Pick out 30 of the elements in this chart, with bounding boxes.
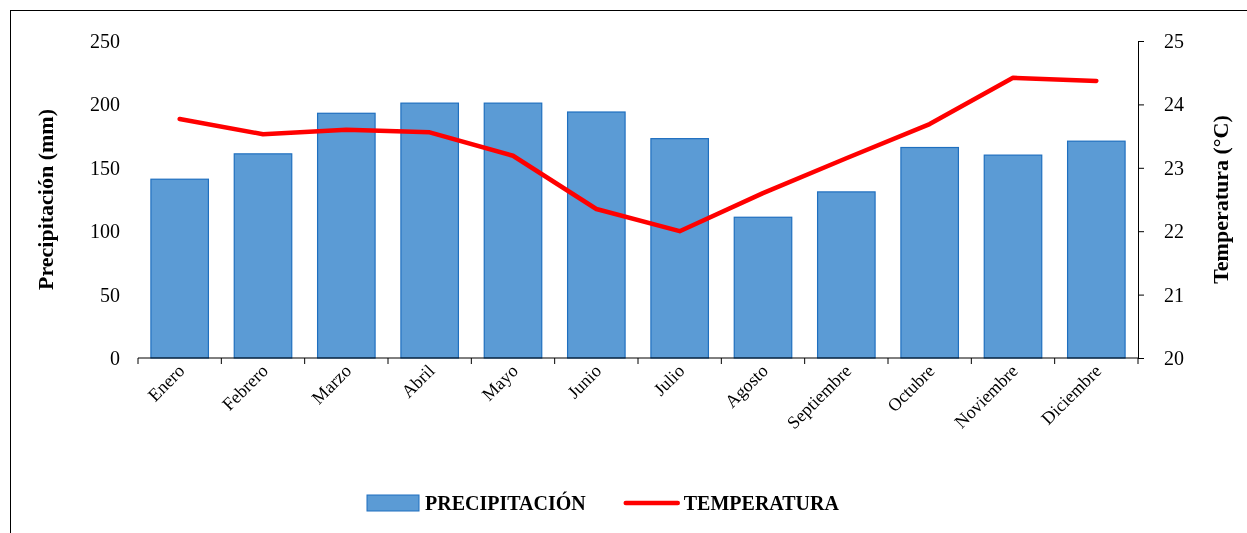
y2-tick-label: 23 (1164, 156, 1184, 179)
y-tick-label: 100 (90, 220, 120, 243)
bar (983, 154, 1043, 359)
legend-label: PRECIPITACIÓN (425, 491, 587, 514)
line-series (177, 75, 1099, 234)
bar (483, 102, 543, 359)
bar (316, 112, 376, 359)
y2-axis-title: Temperatura (°C) (1208, 115, 1233, 284)
y-tick-label: 250 (90, 29, 120, 52)
y2-tick-label: 25 (1164, 29, 1184, 52)
bar (816, 191, 876, 359)
y2-tick-label: 24 (1164, 93, 1184, 116)
bar (1066, 140, 1126, 359)
y-tick-label: 0 (110, 346, 120, 369)
x-tick-label: Julio (649, 360, 689, 400)
bar (150, 178, 210, 359)
y-tick-label: 200 (90, 93, 120, 116)
y-tick-label: 50 (100, 283, 120, 306)
bar (650, 138, 710, 359)
y2-tick-label: 20 (1164, 346, 1184, 369)
bar (900, 146, 960, 359)
y-tick-label: 150 (90, 156, 120, 179)
bar (733, 216, 793, 359)
y2-tick-label: 22 (1164, 220, 1184, 243)
bar (566, 111, 626, 359)
bar (233, 153, 293, 359)
legend-label: TEMPERATURA (683, 492, 840, 514)
y-axis-title: Precipitación (mm) (33, 108, 58, 291)
y2-tick-label: 21 (1164, 283, 1184, 306)
bar (400, 102, 460, 359)
